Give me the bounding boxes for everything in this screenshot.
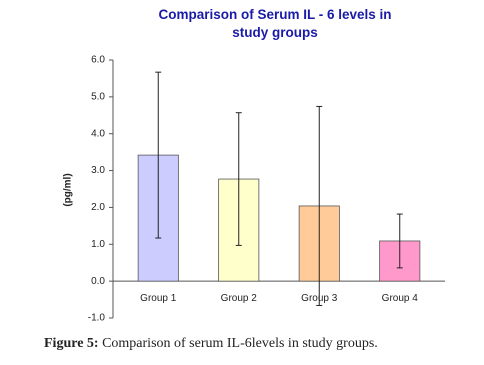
x-tick-label: Group 1 bbox=[140, 293, 177, 304]
y-tick-label: 3.0 bbox=[91, 165, 105, 176]
caption-label: Figure 5: bbox=[44, 336, 99, 351]
y-tick-label: -1.0 bbox=[88, 313, 106, 324]
y-tick-label: 0.0 bbox=[91, 276, 105, 287]
x-tick-label: Group 2 bbox=[221, 293, 258, 304]
y-axis-label: (pg/ml) bbox=[63, 173, 74, 206]
x-tick-label: Group 4 bbox=[382, 293, 419, 304]
figure-caption: Figure 5: Comparison of serum IL-6levels… bbox=[44, 336, 378, 352]
chart-title: Comparison of Serum IL - 6 levels in stu… bbox=[158, 7, 392, 40]
chart: (pg/ml) -1.0 0.0 1.0 2.0 3.0 4.0 5.0 6.0 Group 1… bbox=[63, 55, 445, 324]
y-tick-label: 4.0 bbox=[91, 128, 105, 139]
caption-text: Comparison of serum IL-6levels in study … bbox=[102, 336, 378, 351]
y-tick-label: 2.0 bbox=[91, 202, 105, 213]
y-tick-label: 6.0 bbox=[91, 55, 105, 66]
y-tick-label: 1.0 bbox=[91, 239, 105, 250]
x-tick-label: Group 3 bbox=[301, 293, 338, 304]
y-tick-label: 5.0 bbox=[91, 91, 105, 102]
